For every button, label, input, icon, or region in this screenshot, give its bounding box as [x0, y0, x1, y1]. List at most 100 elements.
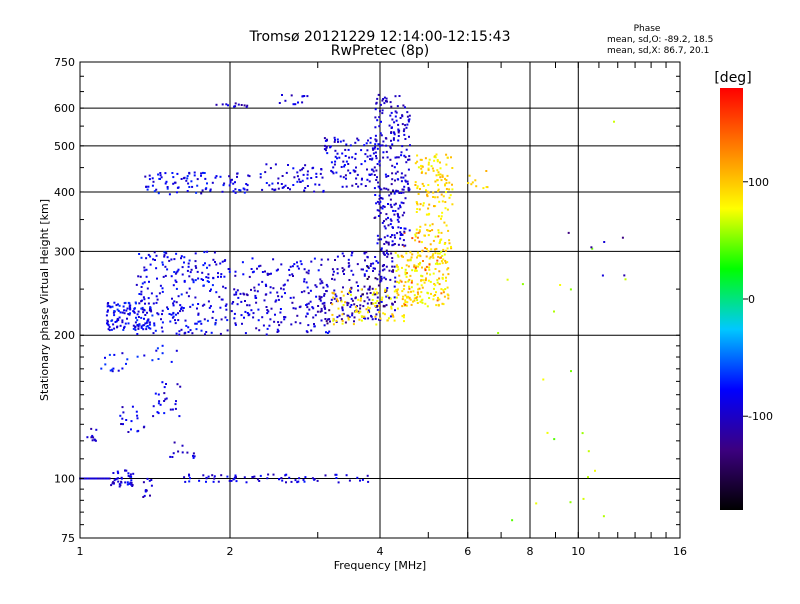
data-point	[329, 320, 331, 323]
data-point	[188, 171, 191, 174]
data-point	[117, 472, 120, 475]
data-point	[375, 101, 378, 104]
data-point	[277, 177, 280, 180]
data-point	[157, 313, 160, 316]
data-point	[366, 292, 369, 295]
data-point	[377, 181, 379, 184]
data-point	[387, 216, 389, 219]
data-point	[396, 280, 399, 283]
data-point	[296, 261, 298, 264]
data-point	[326, 139, 328, 142]
data-point	[406, 115, 409, 118]
data-point	[148, 174, 151, 177]
data-point	[166, 187, 169, 190]
data-point	[396, 178, 399, 181]
data-point	[287, 164, 289, 166]
data-point	[404, 138, 407, 140]
data-point	[376, 163, 379, 165]
data-point	[245, 293, 248, 296]
data-point	[332, 166, 335, 169]
data-point	[368, 180, 371, 183]
data-point	[400, 280, 403, 283]
data-point	[237, 296, 240, 299]
data-point	[553, 438, 556, 441]
data-point	[384, 278, 387, 281]
data-point	[367, 480, 370, 483]
data-point	[196, 178, 199, 181]
data-point	[196, 270, 199, 273]
data-point	[301, 95, 304, 98]
data-point	[446, 286, 449, 289]
data-point	[347, 163, 350, 165]
data-point	[203, 303, 206, 306]
data-point	[405, 148, 408, 151]
data-point	[433, 283, 436, 285]
data-point	[148, 178, 151, 181]
data-point	[400, 180, 403, 183]
data-point	[374, 293, 377, 296]
data-point	[124, 301, 127, 304]
data-point	[387, 188, 390, 191]
data-point	[106, 477, 109, 480]
data-point	[234, 191, 237, 194]
data-point	[403, 133, 406, 136]
data-point	[147, 302, 150, 305]
data-point	[397, 207, 400, 210]
data-point	[201, 189, 204, 192]
data-point	[272, 287, 275, 290]
data-point	[439, 239, 442, 241]
data-point	[394, 179, 396, 182]
data-point	[389, 315, 392, 318]
data-point	[315, 176, 318, 178]
data-point	[424, 172, 427, 175]
data-point	[107, 309, 109, 312]
data-point	[436, 278, 439, 281]
data-point	[192, 454, 194, 457]
data-point	[360, 183, 363, 186]
data-point	[219, 332, 222, 335]
data-point	[176, 383, 179, 386]
data-point	[393, 166, 396, 169]
data-point	[320, 258, 323, 261]
data-point	[383, 205, 386, 208]
data-point	[420, 291, 423, 294]
colorbar-label: [deg]	[714, 70, 751, 86]
data-point	[444, 249, 447, 252]
data-point	[397, 139, 400, 142]
data-point	[378, 304, 381, 307]
data-point	[263, 299, 266, 302]
data-point	[312, 307, 315, 310]
data-point	[416, 154, 419, 157]
data-point	[390, 307, 393, 310]
y-tick-label: 75	[61, 532, 75, 545]
colorbar-gradient	[720, 88, 743, 510]
data-point	[374, 143, 377, 146]
data-point	[441, 262, 444, 265]
data-point	[283, 316, 286, 318]
data-point	[441, 175, 444, 178]
data-point	[206, 250, 209, 253]
data-point	[303, 280, 306, 283]
data-point	[310, 260, 313, 263]
data-point	[445, 188, 448, 190]
data-point	[348, 279, 351, 281]
data-point	[140, 300, 143, 303]
data-point	[386, 234, 389, 237]
data-point	[181, 273, 184, 276]
data-point	[406, 182, 409, 185]
data-point	[172, 452, 175, 455]
data-point	[134, 328, 137, 331]
data-point	[186, 175, 189, 177]
data-point	[227, 268, 230, 270]
data-point	[394, 236, 396, 239]
data-point	[425, 265, 428, 268]
data-point	[356, 305, 358, 308]
data-point	[344, 321, 347, 324]
data-point	[421, 165, 424, 168]
data-point	[276, 291, 279, 294]
data-point	[223, 260, 226, 262]
data-point	[233, 293, 236, 296]
data-point	[234, 270, 237, 273]
data-point	[341, 267, 344, 270]
